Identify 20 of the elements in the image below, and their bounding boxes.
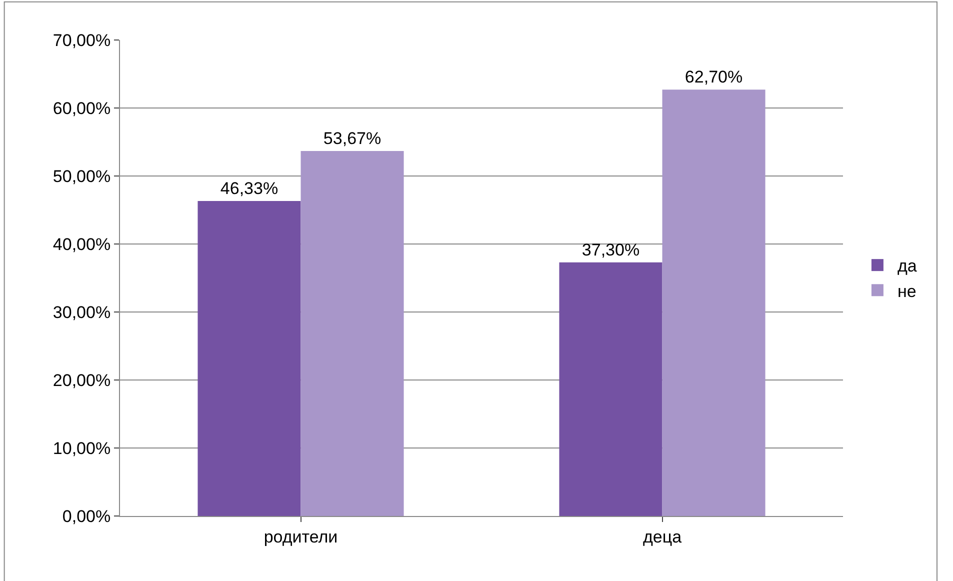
y-tick-label: 10,00% (52, 438, 111, 458)
y-tick-label: 20,00% (52, 370, 111, 390)
bar (300, 151, 404, 516)
bar (559, 262, 662, 516)
y-tick-label: 30,00% (52, 302, 111, 322)
x-tick-label: деца (642, 527, 682, 546)
legend-label: да (897, 256, 918, 276)
x-tick-label: родители (264, 527, 338, 546)
y-tick-label: 70,00% (52, 30, 111, 50)
data-label: 53,67% (323, 129, 382, 148)
bar (198, 200, 301, 516)
data-label: 37,30% (582, 240, 640, 260)
y-tick-label: 40,00% (52, 234, 111, 254)
legend-label: не (897, 282, 916, 301)
data-label: 46,33% (220, 178, 278, 198)
y-tick-label: 0,00% (62, 506, 111, 526)
y-tick-label: 50,00% (52, 166, 111, 186)
y-tick-label: 60,00% (52, 98, 111, 118)
bar (662, 90, 766, 516)
data-label: 62,70% (684, 68, 743, 87)
